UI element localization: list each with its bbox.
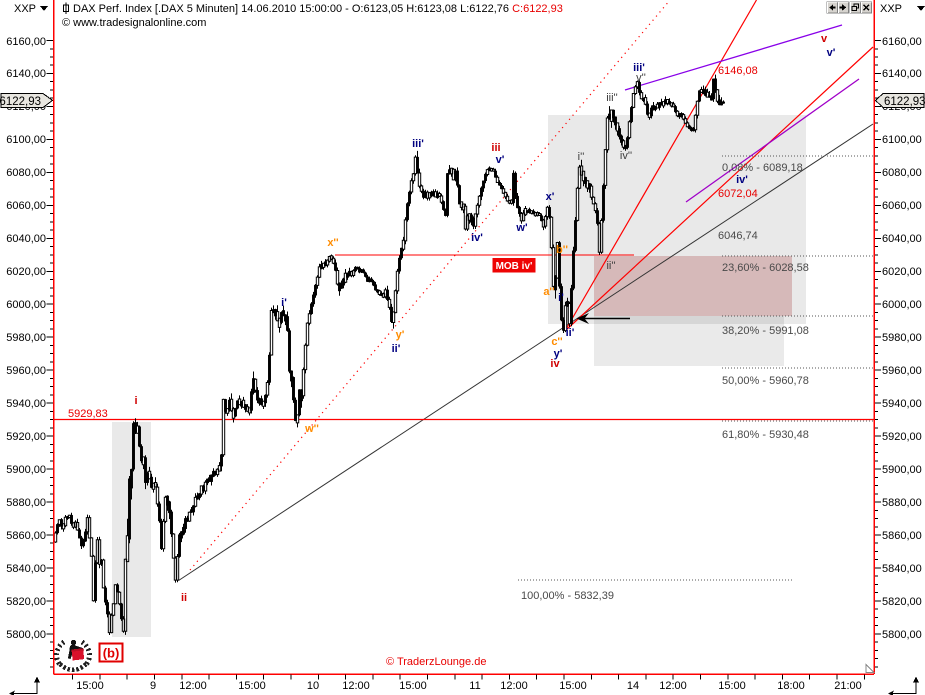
svg-text:6140,00: 6140,00 xyxy=(882,68,922,80)
svg-text:6160,00: 6160,00 xyxy=(882,36,922,48)
svg-text:6000,00: 6000,00 xyxy=(6,299,46,311)
svg-text:12:00: 12:00 xyxy=(500,680,528,692)
svg-text:x': x' xyxy=(546,191,555,203)
svg-text:v'': v'' xyxy=(636,72,646,84)
svg-text:(b): (b) xyxy=(103,646,120,661)
svg-text:iii: iii xyxy=(491,142,500,154)
svg-text:38,20% - 5991,08: 38,20% - 5991,08 xyxy=(722,325,809,337)
svg-text:0,08% - 6089,18: 0,08% - 6089,18 xyxy=(722,162,803,174)
svg-text:5840,00: 5840,00 xyxy=(882,563,922,575)
svg-text:b'': b'' xyxy=(556,244,568,256)
svg-text:15:00: 15:00 xyxy=(559,680,587,692)
svg-text:i: i xyxy=(134,395,137,407)
svg-text:y': y' xyxy=(554,348,563,360)
svg-text:6046,74: 6046,74 xyxy=(718,230,758,242)
svg-text:21:00: 21:00 xyxy=(834,680,862,692)
svg-text:w'': w'' xyxy=(304,423,319,435)
svg-text:6060,00: 6060,00 xyxy=(6,200,46,212)
svg-text:iii': iii' xyxy=(633,62,645,74)
svg-text:6080,00: 6080,00 xyxy=(882,167,922,179)
svg-text:v': v' xyxy=(827,47,836,59)
svg-text:5860,00: 5860,00 xyxy=(6,530,46,542)
svg-text:5840,00: 5840,00 xyxy=(6,563,46,575)
svg-text:c'': c'' xyxy=(551,336,563,348)
svg-text:5900,00: 5900,00 xyxy=(882,464,922,476)
svg-text:12:00: 12:00 xyxy=(179,680,207,692)
svg-text:a'': a'' xyxy=(543,286,555,298)
svg-text:6146,08: 6146,08 xyxy=(718,65,758,77)
svg-text:5940,00: 5940,00 xyxy=(6,398,46,410)
svg-text:XXP: XXP xyxy=(14,3,36,15)
svg-text:15:00: 15:00 xyxy=(399,680,427,692)
svg-text:5800,00: 5800,00 xyxy=(882,629,922,641)
svg-text:MOB iv': MOB iv' xyxy=(496,261,533,272)
svg-text:iv': iv' xyxy=(736,174,748,186)
svg-text:6040,00: 6040,00 xyxy=(6,233,46,245)
svg-text:6100,00: 6100,00 xyxy=(6,134,46,146)
svg-text:v': v' xyxy=(496,154,505,166)
svg-text:5920,00: 5920,00 xyxy=(882,431,922,443)
svg-text:23,60% - 6028,58: 23,60% - 6028,58 xyxy=(722,262,809,274)
svg-text:iv: iv xyxy=(550,358,560,370)
svg-text:i': i' xyxy=(281,297,287,309)
svg-text:10: 10 xyxy=(307,680,319,692)
svg-text:15:00: 15:00 xyxy=(238,680,266,692)
svg-text:50,00% - 5960,78: 50,00% - 5960,78 xyxy=(722,375,809,387)
svg-text:14: 14 xyxy=(627,680,639,692)
svg-text:iv': iv' xyxy=(471,232,483,244)
svg-text:6020,00: 6020,00 xyxy=(6,266,46,278)
svg-text:ii': ii' xyxy=(566,327,575,339)
svg-text:XXP: XXP xyxy=(880,3,902,15)
svg-text:5980,00: 5980,00 xyxy=(6,332,46,344)
svg-text:5960,00: 5960,00 xyxy=(882,365,922,377)
svg-text:61,80% - 5930,48: 61,80% - 5930,48 xyxy=(722,429,809,441)
svg-text:5820,00: 5820,00 xyxy=(882,596,922,608)
svg-text:5860,00: 5860,00 xyxy=(882,530,922,542)
svg-text:6020,00: 6020,00 xyxy=(882,266,922,278)
svg-text:6122,93: 6122,93 xyxy=(0,96,41,108)
svg-text:5880,00: 5880,00 xyxy=(6,497,46,509)
svg-text:12:00: 12:00 xyxy=(342,680,370,692)
svg-text:i': i' xyxy=(558,292,564,304)
svg-text:iii'': iii'' xyxy=(606,92,618,104)
svg-text:6100,00: 6100,00 xyxy=(882,134,922,146)
svg-text:5920,00: 5920,00 xyxy=(6,431,46,443)
svg-text:ii: ii xyxy=(181,592,187,604)
svg-text:6160,00: 6160,00 xyxy=(6,36,46,48)
svg-text:6080,00: 6080,00 xyxy=(6,167,46,179)
svg-text:6122,93: 6122,93 xyxy=(884,96,925,108)
svg-text:5820,00: 5820,00 xyxy=(6,596,46,608)
svg-text:© www.tradesignalonline.com: © www.tradesignalonline.com xyxy=(62,17,206,29)
svg-text:6060,00: 6060,00 xyxy=(882,200,922,212)
svg-text:5800,00: 5800,00 xyxy=(6,629,46,641)
svg-text:6072,04: 6072,04 xyxy=(718,188,758,200)
svg-text:ii': ii' xyxy=(392,343,401,355)
svg-text:5940,00: 5940,00 xyxy=(882,398,922,410)
svg-text:12:00: 12:00 xyxy=(659,680,687,692)
svg-text:18:00: 18:00 xyxy=(777,680,805,692)
svg-text:iv'': iv'' xyxy=(620,150,632,162)
svg-text:6000,00: 6000,00 xyxy=(882,299,922,311)
svg-text:5880,00: 5880,00 xyxy=(882,497,922,509)
svg-text:9: 9 xyxy=(150,680,156,692)
svg-text:i'': i'' xyxy=(578,151,585,163)
svg-text:DAX Perf. Index [.DAX 5 Minut: DAX Perf. Index [.DAX 5 Minuten] 14.06.2… xyxy=(73,3,563,15)
svg-text:6140,00: 6140,00 xyxy=(6,68,46,80)
svg-text:15:00: 15:00 xyxy=(718,680,746,692)
svg-text:5980,00: 5980,00 xyxy=(882,332,922,344)
svg-text:6040,00: 6040,00 xyxy=(882,233,922,245)
svg-text:© TraderzLounge.de: © TraderzLounge.de xyxy=(386,656,486,668)
svg-text:5900,00: 5900,00 xyxy=(6,464,46,476)
svg-text:15:00: 15:00 xyxy=(76,680,104,692)
svg-text:w': w' xyxy=(515,222,528,234)
svg-text:v: v xyxy=(821,33,828,45)
svg-text:5929,83: 5929,83 xyxy=(68,408,108,420)
svg-text:11: 11 xyxy=(469,680,480,692)
svg-text:5960,00: 5960,00 xyxy=(6,365,46,377)
svg-text:x'': x'' xyxy=(327,237,339,249)
svg-text:y': y' xyxy=(396,329,405,341)
svg-text:100,00% - 5832,39: 100,00% - 5832,39 xyxy=(521,590,614,602)
svg-text:iii': iii' xyxy=(412,138,424,150)
svg-text:ii'': ii'' xyxy=(606,260,615,272)
